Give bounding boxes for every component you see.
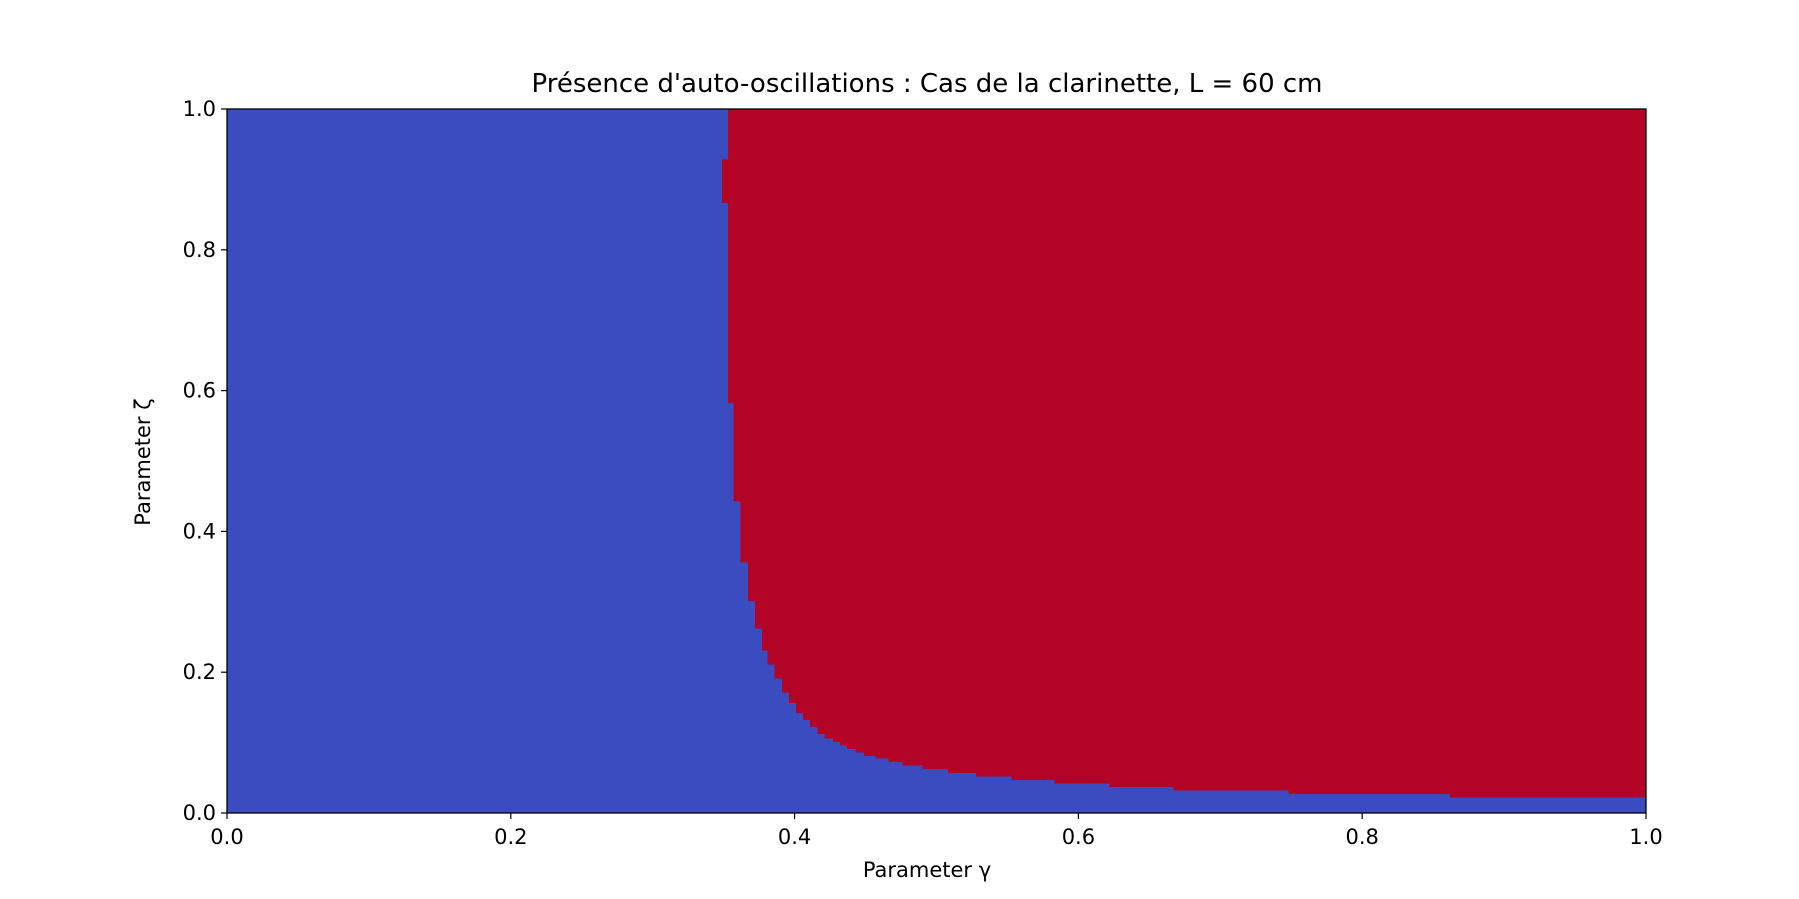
region-oscillation-step [888, 758, 1646, 763]
region-oscillation-step [767, 649, 1646, 665]
region-oscillation-step [810, 719, 1646, 728]
region-oscillation-step [855, 748, 1646, 753]
y-tick-label: 0.2 [183, 660, 216, 684]
x-tick-label: 0.4 [778, 825, 811, 849]
region-oscillation-step [817, 726, 1646, 735]
y-tick-label: 0.8 [183, 238, 216, 262]
y-tick-label: 0.0 [183, 801, 216, 825]
region-oscillation-step [754, 600, 1646, 629]
region-oscillation-step [840, 741, 1646, 746]
region-oscillation-step [803, 712, 1646, 720]
region-oscillation-step [747, 561, 1646, 601]
y-tick-label: 1.0 [183, 97, 216, 121]
x-tick-label: 0.8 [1345, 825, 1378, 849]
region-oscillation-step [847, 744, 1646, 749]
region-oscillation-step [824, 733, 1646, 739]
y-axis-label: Parameter ζ [131, 398, 155, 525]
region-oscillation-step [788, 691, 1646, 704]
region-oscillation-step [832, 737, 1646, 742]
region-oscillation-step [947, 768, 1646, 773]
y-tick-label: 0.6 [183, 379, 216, 403]
region-oscillation-step [727, 109, 1646, 161]
region-oscillation-step [1011, 775, 1646, 780]
x-tick-label: 0.0 [210, 825, 243, 849]
y-tick-label: 0.4 [183, 519, 216, 543]
region-oscillation-step [1173, 786, 1646, 791]
x-tick-label: 1.0 [1629, 825, 1662, 849]
region-oscillation-step [740, 501, 1646, 563]
region-oscillation-step [1288, 789, 1646, 794]
axes: 0.0 0.2 0.4 0.6 0.8 1.0 0.0 0.2 0.4 0.6 0.8 1.0 [183, 97, 1663, 849]
region-oscillation-step [1054, 779, 1646, 784]
region-oscillation-step [1450, 793, 1646, 798]
region-oscillation-step [864, 751, 1646, 756]
x-tick-label: 0.6 [1062, 825, 1095, 849]
x-axis-label: Parameter γ [863, 858, 991, 882]
plot-frame [226, 108, 1647, 814]
region-oscillation-step [875, 755, 1646, 759]
region-oscillation-step [761, 627, 1646, 651]
region-oscillation-step [902, 761, 1646, 766]
chart-title: Présence d'auto-oscillations : Cas de la… [531, 69, 1322, 99]
region-oscillation-step [781, 677, 1646, 693]
region-oscillation-step [722, 159, 1646, 204]
region-oscillation-step [922, 765, 1646, 770]
x-tick-label: 0.2 [494, 825, 527, 849]
region-oscillation-step [976, 772, 1646, 777]
region-oscillation-step [733, 402, 1646, 502]
region-oscillation-step [796, 702, 1646, 713]
region-oscillation-step [727, 202, 1646, 404]
region-oscillation-step [1109, 782, 1646, 787]
plot-area [227, 109, 1646, 813]
region-oscillation-step [774, 663, 1646, 679]
